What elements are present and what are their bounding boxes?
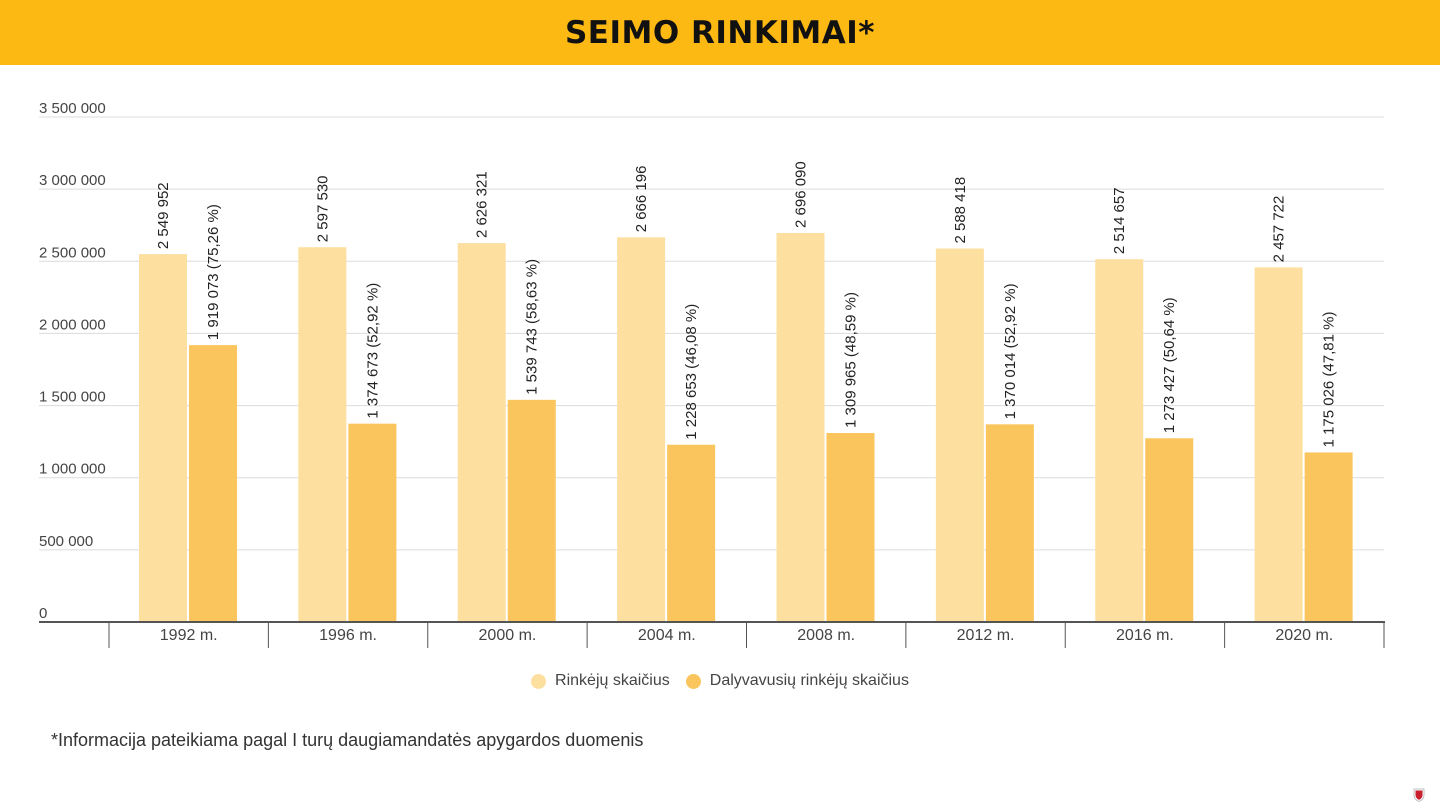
y-tick-label: 500 000 [39, 533, 93, 550]
y-tick-label: 2 000 000 [39, 316, 106, 333]
data-label: 1 273 427 (50,64 %) [1161, 297, 1178, 433]
x-tick-label: 2012 m. [957, 627, 1015, 644]
data-label: 1 370 014 (52,92 %) [1002, 283, 1019, 419]
data-label: 2 597 530 [314, 175, 331, 242]
bar [507, 399, 556, 622]
legend-label-voted: Dalyvavusių rinkėjų skaičius [709, 672, 909, 689]
x-tick-label: 2008 m. [797, 627, 855, 644]
bar [1254, 267, 1303, 622]
x-tick-label: 1996 m. [319, 627, 377, 644]
x-tick-label: 2016 m. [1116, 627, 1174, 644]
data-label: 2 514 657 [1111, 187, 1128, 254]
bar [1145, 438, 1194, 622]
data-label: 2 666 196 [633, 166, 650, 233]
data-label: 1 175 026 (47,81 %) [1321, 312, 1338, 448]
y-tick-label: 3 000 000 [39, 172, 106, 189]
y-tick-label: 2 500 000 [39, 244, 106, 261]
y-tick-label: 3 500 000 [39, 100, 106, 117]
x-tick-label: 2000 m. [479, 627, 537, 644]
data-label: 1 228 653 (46,08 %) [683, 304, 700, 440]
legend-item-registered-voters[interactable]: Rinkėjų skaičius [531, 672, 670, 690]
x-tick-label: 2020 m. [1275, 627, 1333, 644]
bar [826, 432, 875, 622]
legend-item-voted[interactable]: Dalyvavusių rinkėjų skaičius [685, 672, 909, 690]
bar [776, 232, 825, 622]
y-tick-label: 1 500 000 [39, 389, 106, 406]
legend-swatch-registered-voters [531, 673, 547, 689]
bar [298, 247, 347, 622]
bar [617, 237, 666, 622]
data-label: 2 549 952 [155, 182, 172, 249]
data-label: 2 457 722 [1271, 196, 1288, 263]
bar [1304, 452, 1353, 622]
x-tick-label: 1992 m. [160, 627, 218, 644]
bar [667, 444, 716, 622]
header-bar: SEIMO RINKIMAI* [0, 0, 1440, 65]
footnote: *Informacija pateikiama pagal I turų dau… [51, 730, 644, 750]
data-label: 2 696 090 [793, 161, 810, 228]
data-label: 1 374 673 (52,92 %) [364, 283, 381, 419]
data-label: 1 539 743 (58,63 %) [524, 259, 541, 395]
page-title: SEIMO RINKIMAI* [564, 14, 876, 51]
legend-label-registered-voters: Rinkėjų skaičius [555, 672, 670, 689]
bar [457, 243, 506, 623]
bar [985, 424, 1034, 622]
bar [935, 248, 984, 622]
bar [139, 254, 187, 622]
coat-of-arms-icon [1413, 788, 1425, 802]
bar [189, 345, 237, 622]
x-tick-label: 2004 m. [638, 627, 696, 644]
data-label: 1 309 965 (48,59 %) [843, 292, 860, 428]
bar [1095, 259, 1144, 622]
y-tick-label: 1 000 000 [39, 461, 106, 478]
legend-swatch-voted [685, 673, 701, 689]
chart-legend: Rinkėjų skaičius Dalyvavusių rinkėjų ska… [0, 672, 1440, 690]
data-label: 2 588 418 [952, 177, 969, 244]
data-label: 2 626 321 [474, 171, 491, 238]
y-tick-label: 0 [39, 605, 47, 622]
data-label: 1 919 073 (75,26 %) [205, 204, 222, 340]
bar-chart: 0 500 000 1 000 000 1 500 000 2 000 000 2 500… [39, 100, 1385, 648]
bar [348, 423, 397, 622]
